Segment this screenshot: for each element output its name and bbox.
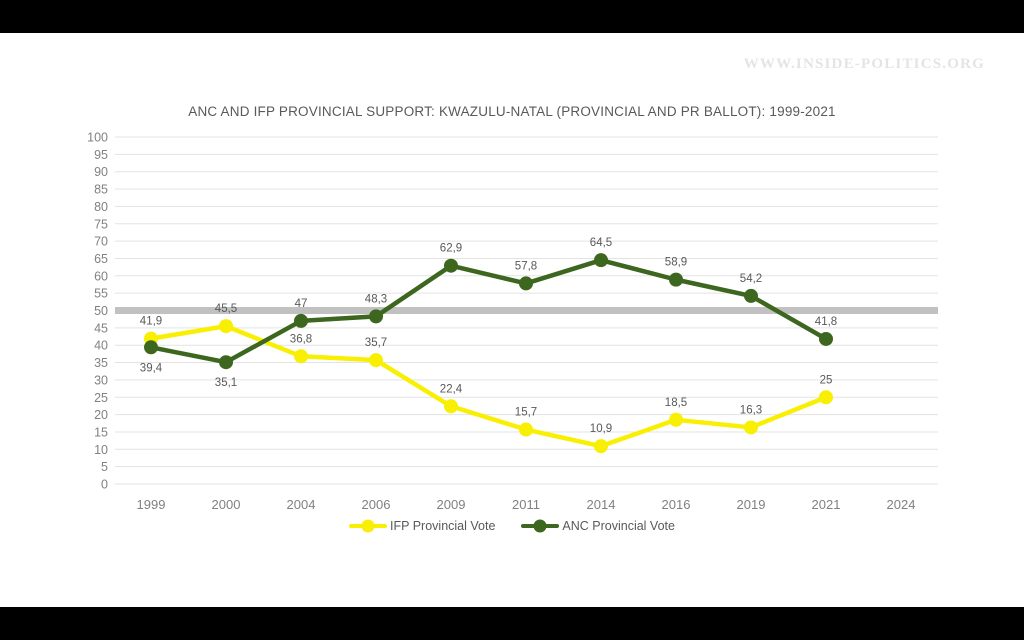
legend-marker-dot [533, 519, 547, 533]
data-point [294, 349, 308, 364]
chart-title: ANC AND IFP PROVINCIAL SUPPORT: KWAZULU-… [188, 104, 836, 119]
y-tick-label: 95 [94, 148, 108, 162]
data-label: 35,1 [215, 377, 237, 389]
y-tick-label: 65 [94, 252, 108, 266]
y-tick-label: 60 [94, 269, 108, 283]
x-tick-label: 2004 [287, 497, 316, 512]
data-label: 41,9 [140, 316, 162, 328]
legend-item: IFP Provincial Vote [349, 519, 495, 533]
y-tick-label: 45 [94, 321, 108, 335]
legend-marker-dot [361, 519, 375, 533]
data-label: 25 [820, 374, 833, 386]
y-tick-label: 90 [94, 165, 108, 179]
letterbox-bottom [0, 607, 1024, 640]
y-tick-label: 75 [94, 217, 108, 231]
series-line [148, 323, 829, 449]
data-label: 22,4 [440, 383, 463, 395]
data-point [444, 399, 458, 414]
data-label: 48,3 [365, 293, 387, 305]
data-label: 41,8 [815, 316, 837, 328]
y-tick-label: 5 [101, 460, 108, 474]
y-tick-label: 80 [94, 200, 108, 214]
data-label: 62,9 [440, 243, 462, 255]
y-tick-label: 85 [94, 183, 108, 197]
y-tick-label: 100 [87, 131, 108, 145]
data-point [669, 412, 683, 427]
data-point [519, 422, 533, 437]
data-point [219, 319, 233, 334]
y-tick-label: 0 [101, 478, 108, 492]
data-label: 45,5 [215, 303, 237, 315]
y-tick-label: 15 [94, 425, 108, 439]
x-tick-label: 2014 [587, 497, 616, 512]
data-point [294, 313, 308, 328]
data-point [144, 340, 158, 355]
data-label: 57,8 [515, 260, 537, 272]
data-point [744, 288, 758, 303]
x-tick-label: 2016 [662, 497, 691, 512]
series-line [148, 257, 829, 365]
watermark-text: WWW.INSIDE-POLITICS.ORG [743, 56, 985, 72]
y-tick-label: 40 [94, 339, 108, 353]
legend-item: ANC Provincial Vote [521, 519, 675, 533]
y-tick-label: 55 [94, 287, 108, 301]
x-tick-label: 2011 [512, 497, 540, 512]
data-point [594, 439, 608, 454]
data-label: 36,8 [290, 333, 312, 345]
x-tick-label: 2006 [362, 497, 391, 512]
data-point [744, 420, 758, 435]
legend-label: IFP Provincial Vote [390, 519, 496, 533]
data-label: 16,3 [740, 404, 762, 416]
legend-marker-line [349, 519, 388, 533]
x-tick-label: 2000 [212, 497, 241, 512]
data-point [594, 253, 608, 268]
data-label: 58,9 [665, 257, 687, 269]
data-point [819, 331, 833, 346]
data-point [369, 309, 383, 324]
legend-label: ANC Provincial Vote [562, 519, 675, 533]
y-tick-label: 70 [94, 235, 108, 249]
y-tick-label: 25 [94, 391, 108, 405]
y-tick-label: 30 [94, 373, 108, 387]
y-tick-label: 35 [94, 356, 108, 370]
x-tick-label: 2009 [437, 497, 466, 512]
x-tick-label: 2021 [812, 497, 841, 512]
data-label: 64,5 [590, 237, 612, 249]
data-label: 18,5 [665, 397, 687, 409]
x-tick-label: 1999 [137, 497, 166, 512]
data-point [369, 353, 383, 368]
data-label: 54,2 [740, 273, 762, 285]
data-point [219, 355, 233, 370]
data-point [669, 272, 683, 287]
data-point [819, 390, 833, 405]
data-point [444, 258, 458, 273]
y-tick-label: 10 [94, 443, 108, 457]
data-label: 39,4 [140, 362, 163, 374]
data-label: 47 [295, 298, 308, 310]
letterbox-top [0, 0, 1024, 33]
y-tick-label: 50 [94, 304, 108, 318]
data-label: 35,7 [365, 337, 387, 349]
chart-legend: IFP Provincial Vote ANC Provincial Vote [0, 519, 1024, 533]
data-label: 15,7 [515, 407, 537, 419]
y-tick-label: 20 [94, 408, 108, 422]
legend-marker-line [521, 519, 560, 533]
x-tick-label: 2019 [737, 497, 766, 512]
data-point [519, 276, 533, 291]
x-tick-label: 2024 [887, 497, 916, 512]
data-label: 10,9 [590, 423, 612, 435]
